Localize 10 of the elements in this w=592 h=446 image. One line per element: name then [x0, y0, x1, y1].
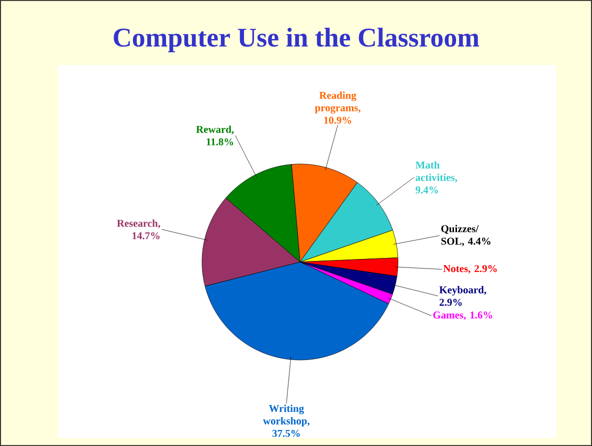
slice-label: Reading programs	[314, 92, 358, 114]
slice-label: Math activities	[416, 161, 455, 181]
data-label: , 4.4%	[462, 238, 490, 246]
chart-title: Computer Use in the Classroom	[114, 28, 480, 52]
data-label: , 2.9%	[468, 265, 497, 274]
slice-label: Reward	[196, 126, 232, 133]
slice-label: Research	[117, 219, 158, 227]
data-label: , 1.6%	[464, 312, 492, 320]
slice-label: Notes	[443, 265, 468, 272]
slice-label: Games	[433, 312, 464, 319]
